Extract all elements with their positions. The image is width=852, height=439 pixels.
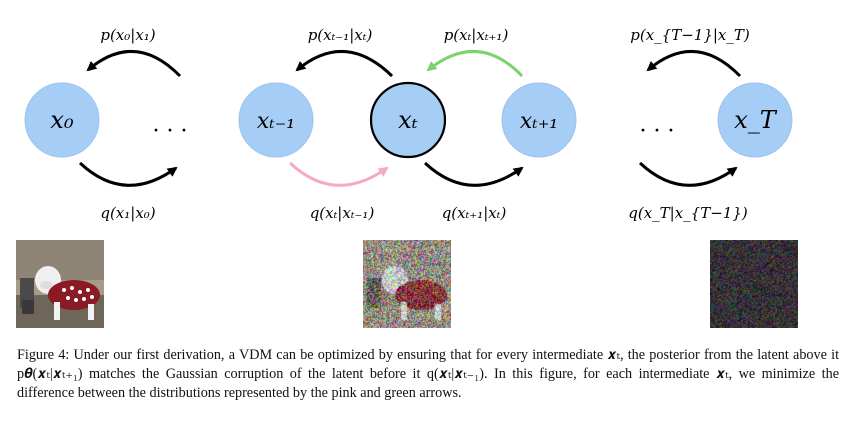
arrow-q-xtp1-given-xt xyxy=(423,161,524,187)
figure-caption-text: Under our first derivation, a VDM can be… xyxy=(17,347,840,401)
ellipsis-left: · · · xyxy=(153,119,188,144)
label-p-xt-given-xtp1: p(xₜ|xₜ₊₁) xyxy=(444,26,509,44)
arrow-p-xTm1-given-xT xyxy=(646,49,742,78)
node-xt-minus-1: xₜ₋₁ xyxy=(238,82,314,158)
label-p-xtm1-given-xt: p(xₜ₋₁|xₜ) xyxy=(308,26,373,44)
arrow-q-x1-given-x0 xyxy=(78,161,178,187)
figure-caption: Figure 4: Under our first derivation, a … xyxy=(17,346,839,403)
node-xt-plus-1-label: xₜ₊₁ xyxy=(520,109,558,134)
label-q-xT-given-xTm1: q(x_T|x_{T−1}) xyxy=(628,204,748,222)
node-x0-label: x₀ xyxy=(50,106,74,134)
node-xT: x_T xyxy=(717,82,793,158)
arrow-p-xt-given-xtp1-green xyxy=(426,49,524,78)
figure-label: Figure 4: xyxy=(17,347,70,363)
arrow-p-xtm1-given-xt xyxy=(295,49,394,78)
arrow-p-x0-given-x1 xyxy=(86,49,182,78)
label-p-xTm1-given-xT: p(x_{T−1}|x_T) xyxy=(630,26,750,44)
node-xt-plus-1: xₜ₊₁ xyxy=(501,82,577,158)
label-q-x1-given-x0: q(x₁|x₀) xyxy=(100,204,155,222)
arrow-q-xt-given-xtm1-pink xyxy=(288,161,389,187)
node-xt: xₜ xyxy=(369,81,447,159)
pure-noise-image xyxy=(710,240,798,328)
vdm-markov-chain-diagram: x₀ xₜ₋₁ xₜ xₜ₊₁ x_T · · · · · · p(x₀|x₁)… xyxy=(24,26,793,222)
clean-dog-image xyxy=(16,240,104,328)
node-xt-label: xₜ xyxy=(398,106,418,134)
label-q-xt-given-xtm1: q(xₜ|xₜ₋₁) xyxy=(310,204,375,222)
node-xt-minus-1-label: xₜ₋₁ xyxy=(257,109,295,134)
node-x0: x₀ xyxy=(24,82,100,158)
arrow-q-xT-given-xTm1 xyxy=(638,161,738,187)
partially-noised-dog-image xyxy=(363,240,451,328)
ellipsis-right: · · · xyxy=(640,119,675,144)
label-p-x0-given-x1: p(x₀|x₁) xyxy=(100,26,155,44)
label-q-xtp1-given-xt: q(xₜ₊₁|xₜ) xyxy=(442,204,507,222)
node-xT-label: x_T xyxy=(734,106,778,134)
